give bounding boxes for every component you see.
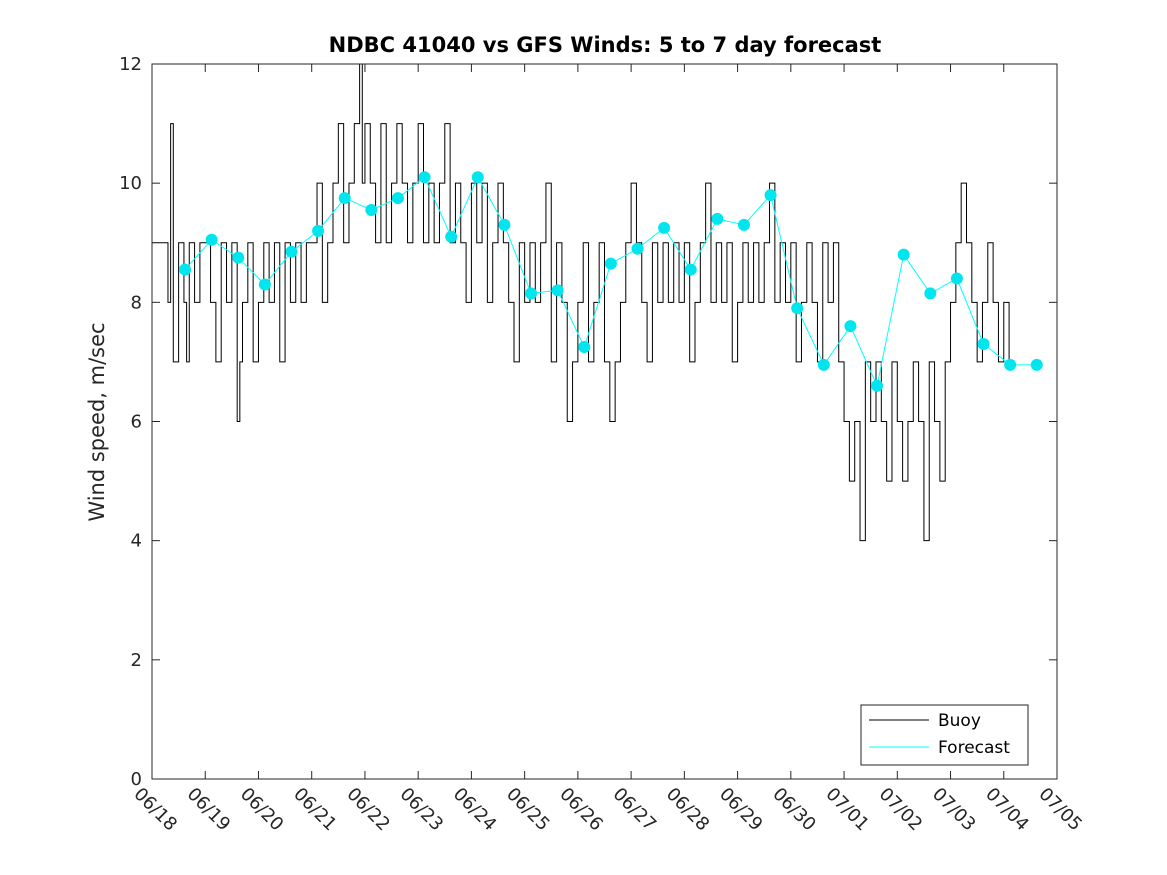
forecast-marker	[525, 287, 538, 300]
plot-background	[152, 64, 1057, 779]
forecast-marker	[684, 263, 697, 276]
x-tick-label: 07/01	[822, 784, 874, 836]
forecast-marker	[604, 257, 617, 270]
forecast-marker	[711, 212, 724, 225]
forecast-marker	[1004, 358, 1017, 371]
x-tick-label: 06/18	[129, 784, 181, 836]
forecast-marker	[631, 242, 644, 255]
y-tick-label: 0	[131, 769, 142, 790]
x-tick-label: 07/04	[981, 784, 1033, 836]
y-axis: 0 2 4 6 8 10 12	[119, 54, 1057, 790]
y-tick-label: 2	[131, 650, 142, 671]
legend-forecast-label: Forecast	[938, 738, 1010, 758]
chart-title: NDBC 41040 vs GFS Winds: 5 to 7 day fore…	[329, 33, 882, 57]
forecast-marker	[551, 284, 564, 297]
forecast-marker	[365, 203, 378, 216]
x-tick-label: 07/02	[875, 784, 927, 836]
forecast-marker	[258, 278, 271, 291]
forecast-marker	[737, 218, 750, 231]
x-tick-label: 06/30	[768, 784, 820, 836]
forecast-marker	[285, 245, 298, 258]
forecast-marker	[791, 302, 804, 315]
forecast-marker	[950, 272, 963, 285]
x-tick-label: 06/20	[236, 784, 288, 836]
forecast-marker	[897, 248, 910, 261]
x-tick-label: 06/22	[342, 784, 394, 836]
x-tick-label: 06/19	[183, 784, 235, 836]
forecast-marker	[205, 233, 218, 246]
legend-buoy-label: Buoy	[938, 711, 981, 731]
forecast-marker	[471, 171, 484, 184]
forecast-marker	[1030, 358, 1043, 371]
forecast-marker	[977, 338, 990, 351]
y-axis-label: Wind speed, m/sec	[85, 322, 109, 521]
buoy-series	[152, 63, 1015, 542]
forecast-marker	[391, 192, 404, 205]
x-tick-label: 06/28	[662, 784, 714, 836]
x-tick-label: 06/26	[555, 784, 607, 836]
forecast-marker	[817, 358, 830, 371]
forecast-marker	[764, 189, 777, 202]
x-tick-label: 06/23	[396, 784, 448, 836]
forecast-marker	[658, 221, 671, 234]
y-tick-label: 4	[131, 531, 142, 552]
forecast-marker	[498, 218, 511, 231]
forecast-marker	[924, 287, 937, 300]
forecast-marker	[871, 379, 884, 392]
forecast-marker	[232, 251, 245, 264]
x-tick-label: 07/03	[928, 784, 980, 836]
buoy-line	[152, 63, 1015, 542]
y-tick-label: 10	[119, 173, 142, 194]
forecast-marker	[578, 341, 591, 354]
forecast-marker	[312, 224, 325, 237]
y-tick-label: 8	[131, 292, 142, 313]
forecast-marker	[418, 171, 431, 184]
legend-box	[860, 704, 1029, 766]
legend: Buoy Forecast	[860, 704, 1029, 766]
forecast-marker	[445, 230, 458, 243]
y-tick-label: 6	[131, 412, 142, 433]
x-tick-label: 06/25	[502, 784, 554, 836]
forecast-markers	[179, 171, 1043, 392]
x-tick-label: 06/29	[715, 784, 767, 836]
forecast-marker	[179, 263, 192, 276]
y-tick-label: 12	[119, 54, 142, 75]
x-tick-label: 06/27	[609, 784, 661, 836]
forecast-marker	[338, 192, 351, 205]
forecast-marker	[844, 320, 857, 333]
x-tick-label: 06/24	[449, 784, 501, 836]
x-tick-label: 07/05	[1034, 784, 1086, 836]
plot-area	[151, 63, 1058, 780]
x-tick-label: 06/21	[289, 784, 341, 836]
